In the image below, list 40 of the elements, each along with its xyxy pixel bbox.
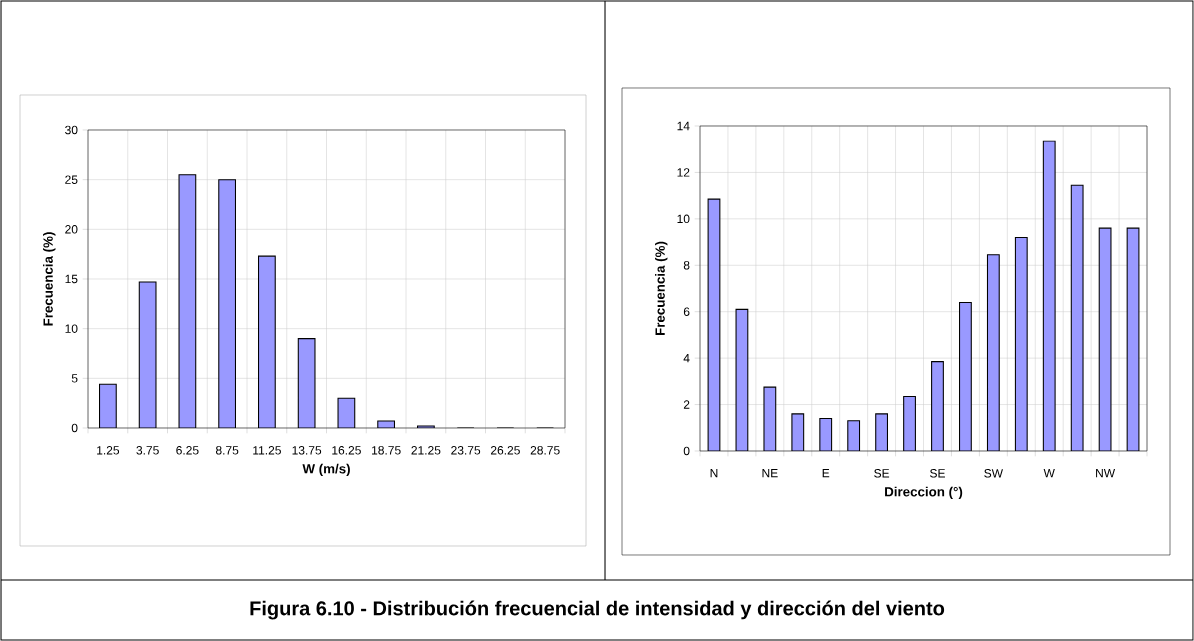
y-tick-label: 10 <box>65 324 78 333</box>
x-tick-label: SE <box>930 469 945 478</box>
x-tick-label: E <box>822 469 830 478</box>
y-tick-label: 12 <box>677 168 690 177</box>
y-axis-title: Frecuencia (%) <box>43 232 56 326</box>
x-tick-label: NW <box>1096 469 1116 478</box>
y-tick-label: 25 <box>65 175 78 184</box>
y-tick-label: 30 <box>65 125 78 135</box>
x-tick-label: 3.75 <box>136 446 159 455</box>
x-tick-label: 23.75 <box>451 446 481 455</box>
x-tick-label: 8.75 <box>215 446 239 455</box>
x-tick-label: 13.75 <box>292 446 322 455</box>
x-tick-label: 26.25 <box>490 446 520 455</box>
y-tick-label: 5 <box>71 374 78 383</box>
x-tick-label: 6.25 <box>176 446 199 455</box>
y-tick-label: 0 <box>71 423 78 433</box>
x-tick-label: SW <box>984 469 1003 478</box>
y-tick-label: 8 <box>683 261 690 270</box>
x-tick-label: 16.25 <box>332 446 361 455</box>
y-tick-label: 14 <box>677 121 690 131</box>
x-tick-label: W <box>1043 469 1055 478</box>
x-tick-label: 1.25 <box>97 446 120 455</box>
x-tick-label: N <box>710 469 718 478</box>
x-axis-title: W (m/s) <box>302 463 350 477</box>
x-tick-label: NE <box>762 469 778 478</box>
text: Figura 6.10 - Distribución frecuencial de intensidad y dirección del viento <box>250 600 945 620</box>
x-tick-label: 28.75 <box>530 446 560 455</box>
y-tick-label: 20 <box>65 225 78 234</box>
y-tick-label: 2 <box>683 400 690 409</box>
y-tick-label: 6 <box>683 307 690 316</box>
y-tick-label: 0 <box>683 446 690 456</box>
y-tick-label: 15 <box>65 274 78 284</box>
x-tick-label: 21.25 <box>411 446 441 455</box>
y-tick-label: 4 <box>683 354 690 363</box>
y-tick-label: 10 <box>677 214 690 224</box>
y-axis-title: Frecuencia (%) <box>655 241 668 336</box>
x-tick-label: SE <box>874 469 890 478</box>
x-tick-label: 11.25 <box>253 446 281 455</box>
x-axis-title: Direccion (°) <box>885 486 963 500</box>
x-tick-label: 18.75 <box>372 446 401 455</box>
